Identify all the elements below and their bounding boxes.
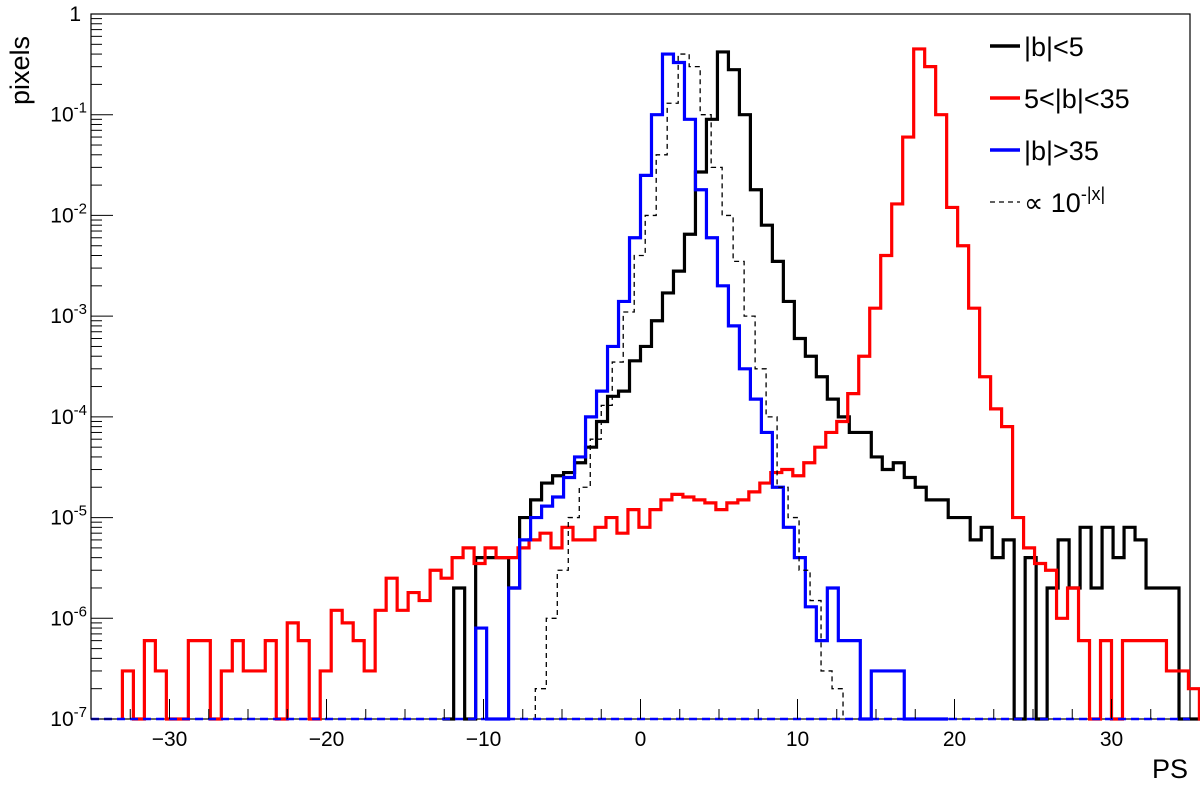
legend-label-1: 5<|b|<35 — [1024, 84, 1130, 114]
legend-label-3: ∝ 10-|x| — [1024, 184, 1105, 218]
legend-label-2: |b|>35 — [1024, 136, 1099, 166]
series-line-1 — [120, 47, 1200, 721]
y-axis-title: pixels — [5, 36, 35, 105]
y-tick-label: 10-2 — [50, 200, 87, 227]
x-tick-labels: −30 −20 −10 0 10 20 30 — [152, 728, 1123, 751]
x-axis-title: PS — [1152, 754, 1188, 784]
x-tick-label: 20 — [943, 728, 966, 751]
series-line-3 — [534, 53, 844, 719]
y-tick-label: 10-6 — [50, 603, 87, 630]
y-tick-label: 10-1 — [50, 100, 87, 127]
x-tick-label: 0 — [635, 728, 647, 751]
x-tick-label: −30 — [152, 728, 188, 751]
x-tick-label: 10 — [786, 728, 809, 751]
x-tick-label: −20 — [309, 728, 345, 751]
y-tick-label: 10-7 — [50, 704, 87, 731]
y-tick-label: 10-4 — [50, 402, 87, 429]
legend-label-0: |b|<5 — [1024, 32, 1084, 62]
y-tick-label: 10-5 — [50, 503, 87, 530]
x-tick-label: 30 — [1100, 728, 1123, 751]
axes-group — [90, 13, 1191, 720]
series-line-2 — [474, 52, 949, 721]
y-tick-labels: 10-7 10-6 10-5 10-4 10-3 10-2 10-1 1 — [50, 3, 87, 731]
y-tick-label: 10-3 — [50, 301, 87, 328]
y-tick-label: 1 — [69, 3, 81, 26]
x-tick-label: −10 — [466, 728, 502, 751]
legend: |b|<5 5<|b|<35 |b|>35 ∝ 10-|x| — [990, 32, 1130, 218]
